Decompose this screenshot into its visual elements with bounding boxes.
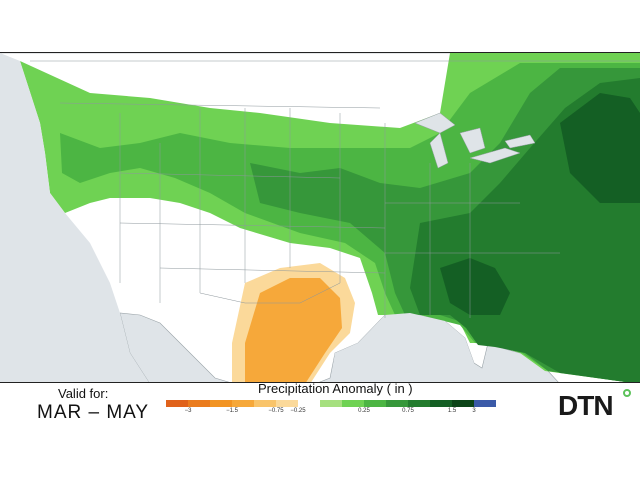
legend-swatch	[276, 400, 298, 407]
legend-swatch	[364, 400, 386, 407]
anomaly-core-northeast	[560, 93, 640, 203]
logo-ring-icon	[623, 389, 631, 397]
legend-swatch	[430, 400, 452, 407]
legend-tick: −1.5	[226, 408, 238, 414]
gulf-of-mexico	[330, 313, 482, 382]
legend-tick: 0.75	[402, 408, 414, 414]
legend-swatch	[320, 400, 342, 407]
pacific-ocean	[0, 53, 149, 382]
legend-swatch	[210, 400, 232, 407]
legend-tick: 1.5	[447, 408, 457, 414]
legend-swatch	[474, 400, 496, 407]
great-lakes	[414, 112, 536, 169]
legend-swatch	[254, 400, 276, 407]
map-panel	[0, 52, 640, 383]
legend-color-bar	[166, 400, 496, 407]
legend-swatch	[232, 400, 254, 407]
anomaly-dry-dark	[245, 278, 342, 382]
legend-swatch	[188, 400, 210, 407]
legend-tick: 0.25	[358, 408, 370, 414]
legend-title: Precipitation Anomaly ( in )	[258, 381, 413, 396]
state-borders	[30, 60, 640, 318]
legend-swatch	[452, 400, 474, 407]
legend-tick: 3	[472, 408, 476, 414]
legend-swatch	[298, 400, 320, 407]
dtn-logo: DTN	[558, 390, 614, 421]
valid-date-range: MAR – MAY	[37, 402, 150, 423]
valid-for-label: Valid for:	[58, 386, 109, 401]
legend-tick: −3	[184, 408, 192, 414]
legend-tick: −0.25	[290, 408, 306, 414]
legend-swatch	[342, 400, 364, 407]
legend-tick: −0.75	[268, 408, 284, 414]
legend-swatch	[166, 400, 188, 407]
legend-swatch	[408, 400, 430, 407]
legend-swatch	[386, 400, 408, 407]
precipitation-anomaly-map	[0, 53, 640, 382]
anomaly-core-southeast	[440, 258, 510, 315]
